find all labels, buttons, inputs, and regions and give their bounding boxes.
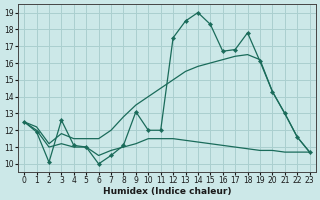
X-axis label: Humidex (Indice chaleur): Humidex (Indice chaleur) (103, 187, 231, 196)
